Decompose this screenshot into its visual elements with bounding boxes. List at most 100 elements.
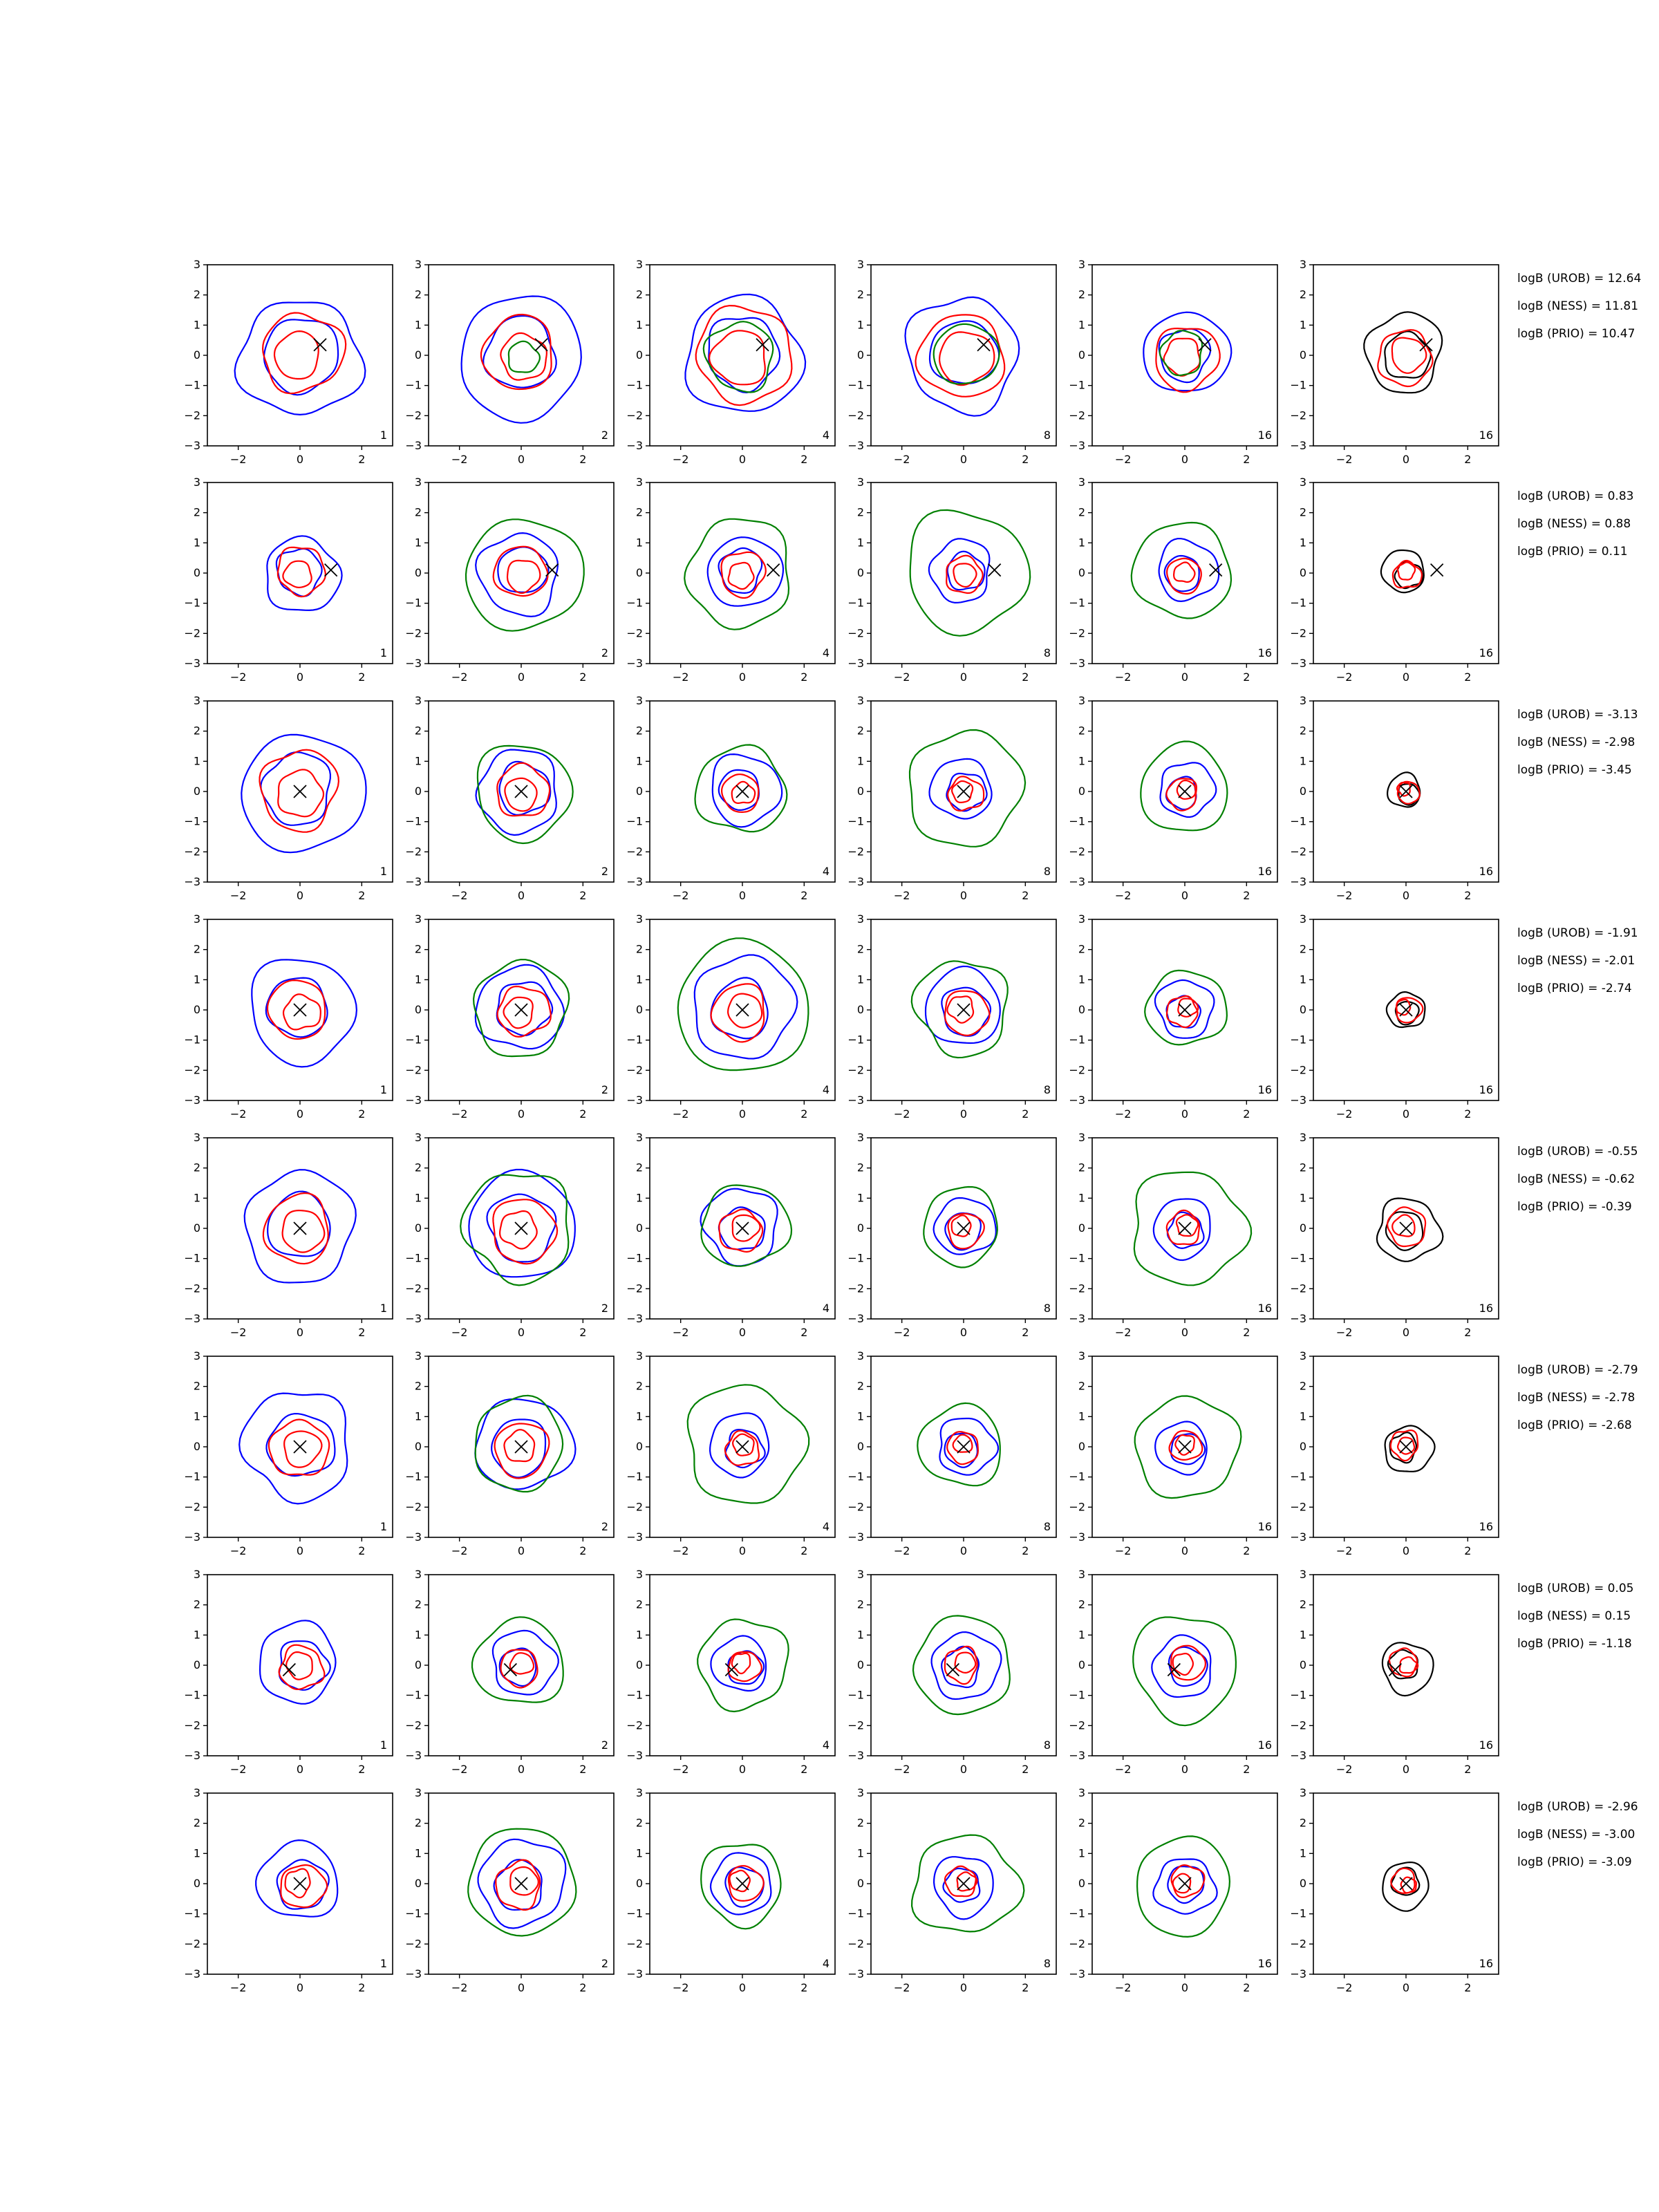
subplot-r7-c2: 3 2 1 0 −1 −2 −3 −2 0 2 2 (405, 1568, 615, 1776)
contour-blue (1167, 1865, 1205, 1904)
y-tick-label: 2 (194, 506, 200, 519)
truth-marker (735, 1877, 749, 1891)
y-tick-label: 0 (1300, 1221, 1306, 1235)
y-tick-label: 3 (194, 476, 200, 489)
axes-frame (1313, 1574, 1499, 1756)
subplot-r7-c4: 3 2 1 0 −1 −2 −3 −2 0 2 8 (847, 1568, 1057, 1776)
truth-marker (1399, 785, 1413, 798)
contour-blue (259, 1620, 337, 1705)
x-tick-label: 2 (1243, 1107, 1250, 1121)
bayes-factor-labels-row-3: logB (UROB) = -3.13 logB (NESS) = -2.98 lo… (1517, 708, 1638, 777)
contour-red (953, 563, 977, 588)
y-tick-label: −3 (405, 875, 422, 888)
y-tick-label: 1 (415, 754, 422, 767)
axes-frame (1091, 482, 1278, 664)
bayes-factor-label: logB (UROB) = -3.13 (1517, 708, 1638, 722)
contour-green (474, 1394, 564, 1493)
subplot-r5-c2: 3 2 1 0 −1 −2 −3 −2 0 2 2 (405, 1131, 615, 1339)
y-tick-label: 1 (1078, 1191, 1085, 1204)
contour-red (950, 1215, 972, 1237)
y-tick-label: −1 (405, 379, 422, 392)
contour-green (1159, 330, 1203, 377)
axes-frame (207, 482, 393, 664)
contour-black (1394, 561, 1423, 590)
y-tick-label: 0 (1078, 1221, 1085, 1235)
subplot-r5-c4: 3 2 1 0 −1 −2 −3 −2 0 2 8 (847, 1131, 1057, 1339)
contour-blue (941, 986, 992, 1037)
subplot-r2-c6: 3 2 1 0 −1 −2 −3 −2 0 2 16 (1290, 476, 1499, 684)
y-tick-label: 2 (1078, 724, 1085, 738)
contour-red (727, 993, 763, 1029)
y-tick-label: −2 (626, 1063, 643, 1076)
truth-marker (1399, 1877, 1413, 1891)
contour-black (1382, 1861, 1430, 1912)
truth-marker (282, 1662, 297, 1677)
subplot-r2-c2: 3 2 1 0 −1 −2 −3 −2 0 2 2 (405, 476, 615, 684)
x-tick-label: −2 (1115, 1763, 1132, 1776)
axes-frame (428, 1574, 615, 1756)
x-tick-label: −2 (894, 671, 910, 684)
y-tick-label: 2 (636, 506, 643, 519)
subplot-r8-c6: 3 2 1 0 −1 −2 −3 −2 0 2 16 (1290, 1786, 1499, 1994)
y-tick-label: 1 (857, 754, 864, 767)
x-tick-label: 2 (1022, 1981, 1029, 1994)
y-tick-label: −3 (1290, 1749, 1306, 1762)
y-tick-label: 0 (194, 1003, 200, 1016)
x-tick-label: 0 (1181, 1107, 1188, 1121)
x-tick-label: −2 (451, 1981, 468, 1994)
x-tick-label: 0 (1403, 889, 1409, 902)
x-tick-label: −2 (673, 671, 689, 684)
bayes-factor-label: logB (PRIO) = -3.09 (1517, 1855, 1632, 1869)
contour-blue (266, 535, 343, 612)
contour-blue (946, 550, 986, 591)
contour-green (697, 1618, 789, 1713)
bayes-factor-label: logB (NESS) = -2.01 (1517, 954, 1635, 968)
contour-blue (706, 536, 785, 607)
truth-marker (767, 563, 780, 577)
contour-group (684, 293, 807, 412)
contour-green (909, 509, 1031, 637)
y-tick-label: 1 (415, 318, 422, 331)
y-tick-label: −1 (184, 1689, 200, 1702)
contour-group (912, 1615, 1011, 1716)
truth-marker (735, 1440, 749, 1454)
y-tick-label: −2 (847, 1937, 864, 1950)
y-tick-label: −2 (1290, 845, 1306, 858)
x-tick-label: −2 (451, 1107, 468, 1121)
subplot-r5-c1: 3 2 1 0 −1 −2 −3 −2 0 2 1 (184, 1131, 393, 1339)
axes-frame (1091, 264, 1278, 447)
contour-group (908, 729, 1027, 847)
y-tick-label: −3 (184, 1967, 200, 1980)
contour-group (1381, 1642, 1434, 1697)
y-tick-label: 0 (194, 566, 200, 579)
contour-red (1176, 779, 1197, 800)
subplot-r1-c3: 3 2 1 0 −1 −2 −3 −2 0 2 4 (626, 258, 836, 466)
x-tick-label: −2 (230, 1981, 247, 1994)
y-tick-label: −1 (1290, 1689, 1306, 1702)
x-tick-label: 2 (358, 453, 365, 466)
y-tick-label: −2 (626, 409, 643, 422)
contour-black (1398, 783, 1421, 806)
y-tick-label: 3 (415, 1349, 422, 1362)
y-tick-label: 1 (636, 318, 643, 331)
subplot-count-label: 2 (601, 865, 608, 878)
y-tick-label: −2 (626, 1500, 643, 1513)
truth-marker (1399, 1221, 1413, 1235)
contour-blue (710, 1635, 767, 1692)
x-tick-label: 0 (739, 1107, 746, 1121)
contour-red (261, 312, 347, 395)
y-tick-label: 0 (857, 1003, 864, 1016)
contour-group (474, 1394, 577, 1493)
y-tick-label: 0 (636, 566, 643, 579)
bayes-factor-label: logB (UROB) = -2.96 (1517, 1800, 1638, 1814)
contour-red (262, 1192, 329, 1265)
x-tick-label: 0 (960, 1544, 967, 1557)
y-tick-label: −1 (1069, 1689, 1085, 1702)
x-tick-label: 0 (297, 1107, 303, 1121)
truth-marker (1430, 563, 1444, 577)
truth-marker (514, 1221, 528, 1235)
y-tick-label: −3 (847, 875, 864, 888)
contour-group (1382, 1861, 1430, 1912)
x-tick-label: 0 (1403, 671, 1409, 684)
